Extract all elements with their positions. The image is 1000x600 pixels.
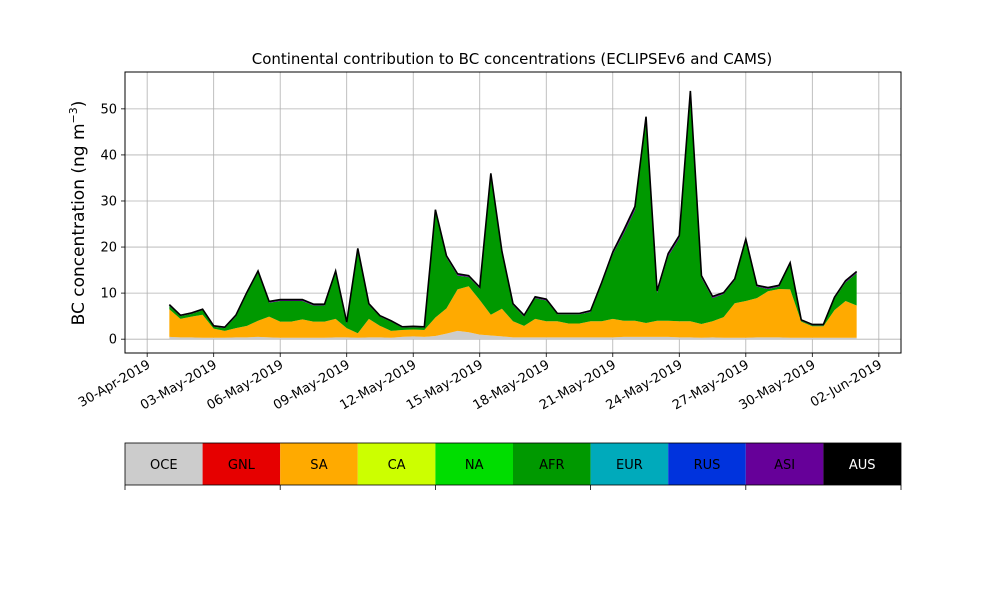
y-tick-label: 50 <box>100 102 117 117</box>
y-axis-label-main: BC concentration (ng m <box>69 123 89 325</box>
total-outline <box>168 90 858 329</box>
legend-swatch-sa <box>280 443 358 485</box>
x-axis-ticks: 30-Apr-201903-May-201906-May-201909-May-… <box>76 353 885 413</box>
y-axis-label-superscript: −3 <box>67 107 80 123</box>
legend-label-asi: ASI <box>774 458 795 473</box>
legend-frame <box>124 442 902 486</box>
legend-label-oce: OCE <box>150 458 178 473</box>
area-oce <box>169 330 857 340</box>
area-afr <box>169 95 857 334</box>
legend-label-na: NA <box>465 458 484 473</box>
legend-swatch-aus <box>823 443 901 485</box>
y-tick-label: 40 <box>100 148 117 163</box>
legend-swatch-na <box>435 443 513 485</box>
legend-swatch-afr <box>513 443 591 485</box>
legend-label-aus: AUS <box>849 458 876 473</box>
legend-label-gnl: GNL <box>228 458 256 473</box>
legend-swatch-eur <box>590 443 669 485</box>
legend-swatch-ca <box>357 443 436 485</box>
y-tick-label: 20 <box>100 241 117 256</box>
legend-label-ca: CA <box>388 458 406 473</box>
y-axis-label-close: ) <box>69 101 89 108</box>
legend-label-afr: AFR <box>539 458 564 473</box>
legend-swatch-asi <box>745 443 824 485</box>
legend-label-sa: SA <box>310 458 327 473</box>
y-tick-label: 0 <box>109 333 117 348</box>
legend-swatch-rus <box>668 443 746 485</box>
legend-label-rus: RUS <box>694 458 721 473</box>
legend-swatch-oce <box>125 443 203 485</box>
chart-title: Continental contribution to BC concentra… <box>252 50 773 68</box>
legend: OCE GNL SA CA NA AFR EUR RUS ASI AUS <box>124 442 902 490</box>
y-tick-label: 30 <box>100 194 117 209</box>
y-tick-label: 10 <box>100 287 117 302</box>
legend-label-eur: EUR <box>616 458 643 473</box>
area-sa <box>169 286 857 338</box>
total-line <box>168 90 858 329</box>
y-axis-ticks: 0 10 20 30 40 50 <box>100 102 125 348</box>
legend-swatch-gnl <box>202 443 281 485</box>
y-axis-label: BC concentration (ng m−3) <box>67 101 89 326</box>
x-tick-label: 02-Jun-2019 <box>808 357 885 410</box>
plot-frame <box>124 71 902 354</box>
stacked-areas <box>169 90 857 340</box>
